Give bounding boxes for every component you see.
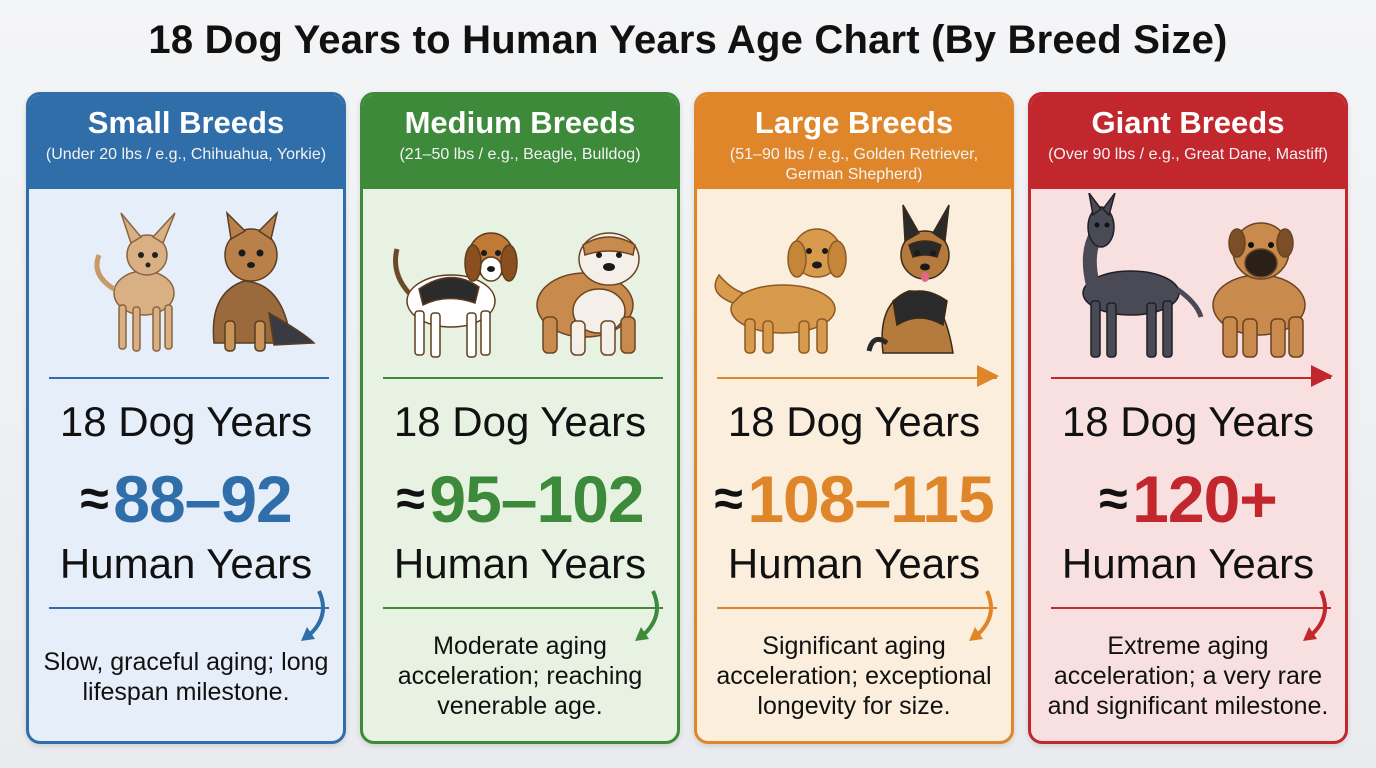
golden-retriever-icon	[714, 228, 847, 354]
card-header: Giant Breeds (Over 90 lbs / e.g., Great …	[1031, 95, 1345, 189]
divider-top	[717, 377, 997, 379]
beagle-icon	[393, 232, 518, 358]
divider-top	[49, 377, 329, 379]
human-years-label: Human Years	[727, 540, 981, 587]
human-age-value: 120+	[1132, 462, 1278, 536]
card-description: Significant aging acceleration; exceptio…	[716, 632, 992, 720]
dog-illustrations	[714, 204, 954, 354]
human-age-value: 88–92	[113, 462, 293, 536]
card-giant-breeds: Giant Breeds (Over 90 lbs / e.g., Great …	[1028, 92, 1348, 744]
human-age-row: ≈ 88–92	[29, 461, 343, 537]
human-years-label: Human Years	[1061, 540, 1315, 587]
arrow-right-icon	[977, 365, 999, 387]
card-small-breeds: Small Breeds (Under 20 lbs / e.g., Chihu…	[26, 92, 346, 744]
human-age-row: ≈ 95–102	[363, 461, 677, 537]
approx-symbol: ≈	[396, 470, 425, 528]
card-header: Large Breeds (51–90 lbs / e.g., Golden R…	[697, 95, 1011, 189]
card-name: Medium Breeds	[404, 105, 636, 140]
dog-years-label: 18 Dog Years	[59, 398, 313, 445]
chihuahua-icon	[94, 212, 176, 352]
arrow-right-icon	[1311, 365, 1333, 387]
dog-illustrations	[1082, 193, 1306, 358]
bulldog-icon	[536, 232, 640, 356]
card-header: Medium Breeds (21–50 lbs / e.g., Beagle,…	[363, 95, 677, 189]
card-large-breeds: Large Breeds (51–90 lbs / e.g., Golden R…	[694, 92, 1014, 744]
divider-bottom	[717, 607, 997, 609]
card-name: Large Breeds	[754, 105, 954, 140]
dog-illustrations	[393, 232, 640, 358]
human-years-label: Human Years	[59, 540, 313, 587]
card-description: Moderate aging acceleration; reaching ve…	[397, 632, 643, 720]
page-title: 18 Dog Years to Human Years Age Chart (B…	[148, 18, 1228, 62]
curved-arrow-icon	[635, 590, 659, 641]
curved-arrow-icon	[301, 590, 325, 641]
approx-symbol: ≈	[80, 470, 109, 528]
dog-years-label: 18 Dog Years	[1061, 398, 1315, 445]
card-medium-breeds: Medium Breeds (21–50 lbs / e.g., Beagle,…	[360, 92, 680, 744]
card-header: Small Breeds (Under 20 lbs / e.g., Chihu…	[29, 95, 343, 189]
divider-bottom	[383, 607, 663, 609]
divider-bottom	[1051, 607, 1331, 609]
card-name: Giant Breeds	[1091, 105, 1285, 140]
divider-bottom	[49, 607, 329, 609]
human-age-value: 95–102	[429, 462, 644, 536]
card-description: Extreme aging acceleration; a very rare …	[1047, 632, 1329, 720]
card-subtitle: (Over 90 lbs / e.g., Great Dane, Mastiff…	[1048, 146, 1328, 163]
divider-top	[1051, 377, 1331, 379]
yorkie-icon	[212, 210, 316, 352]
human-age-row: ≈ 120+	[1031, 461, 1345, 537]
great-dane-icon	[1082, 193, 1204, 358]
divider-top	[383, 377, 663, 379]
curved-arrow-icon	[969, 590, 993, 641]
approx-symbol: ≈	[1099, 470, 1128, 528]
card-subtitle: (51–90 lbs / e.g., Golden Retriever, Ger…	[729, 146, 979, 183]
dog-illustrations	[94, 210, 316, 352]
human-age-value: 108–115	[747, 462, 994, 536]
human-age-row: ≈ 108–115	[697, 461, 1011, 537]
card-subtitle: (Under 20 lbs / e.g., Chihuahua, Yorkie)	[45, 146, 327, 163]
approx-symbol: ≈	[714, 470, 743, 528]
human-years-label: Human Years	[393, 540, 647, 587]
mastiff-icon	[1212, 222, 1306, 358]
curved-arrow-icon	[1303, 590, 1327, 641]
breed-cards: Small Breeds (Under 20 lbs / e.g., Chihu…	[26, 92, 1350, 744]
card-description: Slow, graceful aging; long lifespan mile…	[43, 648, 329, 706]
dog-years-label: 18 Dog Years	[727, 398, 981, 445]
card-subtitle: (21–50 lbs / e.g., Beagle, Bulldog)	[399, 146, 641, 163]
german-shepherd-icon	[866, 204, 954, 354]
dog-years-label: 18 Dog Years	[393, 398, 647, 445]
card-name: Small Breeds	[87, 105, 285, 140]
